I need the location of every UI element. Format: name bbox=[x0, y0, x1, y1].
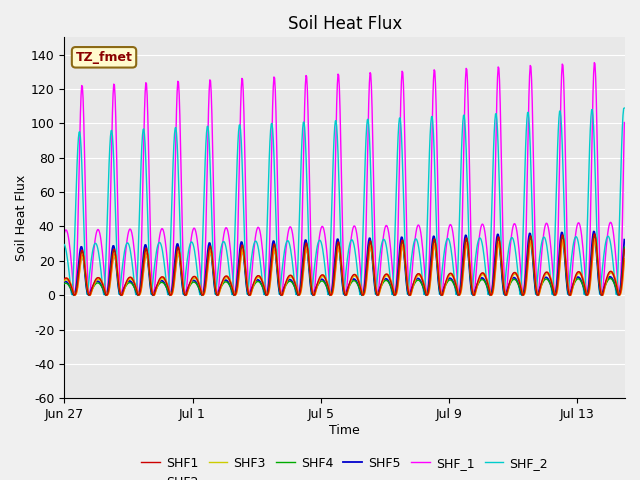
SHF1 bbox=[621, 246, 628, 252]
SHF5 bbox=[85, 292, 93, 298]
SHF_1 bbox=[621, 120, 628, 125]
SHF3 bbox=[70, 292, 78, 298]
SHF4 bbox=[621, 244, 628, 250]
SHF2 bbox=[86, 292, 94, 298]
SHF1 bbox=[374, 292, 381, 298]
SHF3 bbox=[621, 256, 628, 262]
SHF_1 bbox=[86, 292, 93, 298]
SHF4 bbox=[438, 292, 446, 298]
Line: SHF1: SHF1 bbox=[65, 234, 625, 295]
Legend: SHF1, SHF2, SHF3, SHF4, SHF5, SHF_1, SHF_2: SHF1, SHF2, SHF3, SHF4, SHF5, SHF_1, SHF… bbox=[136, 452, 553, 480]
SHF_1 bbox=[438, 292, 446, 298]
Line: SHF4: SHF4 bbox=[65, 236, 625, 295]
SHF_1 bbox=[301, 103, 308, 108]
SHF1 bbox=[376, 285, 384, 291]
SHF4 bbox=[61, 281, 68, 287]
X-axis label: Time: Time bbox=[330, 424, 360, 437]
SHF4 bbox=[70, 292, 77, 298]
Text: TZ_fmet: TZ_fmet bbox=[76, 51, 132, 64]
SHF_2 bbox=[341, 282, 349, 288]
SHF1 bbox=[86, 292, 93, 298]
SHF4 bbox=[204, 261, 211, 267]
SHF4 bbox=[374, 292, 381, 298]
SHF5 bbox=[376, 285, 384, 291]
SHF1 bbox=[204, 264, 211, 269]
SHF5 bbox=[621, 237, 628, 242]
Line: SHF_2: SHF_2 bbox=[65, 108, 625, 295]
SHF2 bbox=[204, 272, 211, 278]
SHF1 bbox=[591, 231, 598, 237]
SHF_1 bbox=[376, 269, 384, 275]
SHF3 bbox=[374, 292, 381, 298]
SHF4 bbox=[376, 287, 384, 292]
Title: Soil Heat Flux: Soil Heat Flux bbox=[287, 15, 402, 33]
SHF_2 bbox=[301, 125, 308, 131]
SHF_2 bbox=[374, 275, 381, 281]
SHF5 bbox=[590, 228, 598, 234]
SHF_2 bbox=[621, 105, 628, 111]
SHF5 bbox=[374, 292, 381, 298]
SHF5 bbox=[204, 254, 211, 260]
SHF_1 bbox=[204, 165, 211, 170]
SHF2 bbox=[591, 236, 599, 241]
SHF3 bbox=[591, 239, 599, 244]
SHF_2 bbox=[61, 242, 68, 248]
SHF1 bbox=[61, 276, 68, 282]
SHF3 bbox=[438, 292, 446, 298]
SHF5 bbox=[301, 240, 308, 246]
SHF4 bbox=[341, 291, 349, 297]
SHF_2 bbox=[376, 251, 384, 256]
SHF2 bbox=[341, 288, 349, 294]
SHF4 bbox=[301, 247, 308, 252]
SHF3 bbox=[204, 271, 211, 276]
SHF2 bbox=[374, 291, 381, 297]
Line: SHF5: SHF5 bbox=[65, 231, 625, 295]
SHF3 bbox=[341, 290, 349, 296]
SHF3 bbox=[301, 256, 308, 262]
SHF_2 bbox=[204, 124, 211, 130]
SHF_1 bbox=[341, 286, 349, 291]
SHF3 bbox=[61, 278, 68, 284]
SHF_1 bbox=[374, 291, 381, 297]
SHF_1 bbox=[61, 230, 68, 236]
SHF1 bbox=[301, 247, 308, 253]
SHF2 bbox=[376, 288, 384, 294]
Y-axis label: Soil Heat Flux: Soil Heat Flux bbox=[15, 175, 28, 261]
SHF2 bbox=[61, 277, 68, 283]
SHF1 bbox=[438, 292, 446, 298]
Line: SHF2: SHF2 bbox=[65, 239, 625, 295]
SHF1 bbox=[341, 291, 349, 297]
SHF2 bbox=[621, 258, 628, 264]
SHF2 bbox=[301, 256, 308, 262]
SHF4 bbox=[591, 233, 598, 239]
SHF2 bbox=[438, 292, 446, 298]
SHF_2 bbox=[438, 268, 446, 274]
SHF5 bbox=[341, 292, 349, 298]
SHF_1 bbox=[591, 60, 598, 66]
SHF5 bbox=[61, 279, 68, 285]
SHF5 bbox=[438, 291, 446, 297]
SHF_2 bbox=[68, 292, 76, 298]
SHF3 bbox=[376, 287, 384, 293]
Line: SHF_1: SHF_1 bbox=[65, 63, 625, 295]
Line: SHF3: SHF3 bbox=[65, 241, 625, 295]
